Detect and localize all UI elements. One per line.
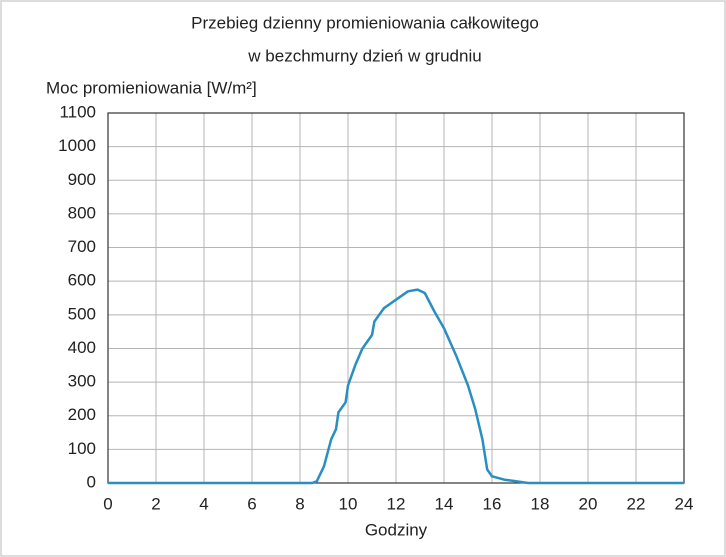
y-tick-label: 1000 [58,136,96,155]
plot-border [107,112,685,484]
x-tick-label: 10 [339,494,358,513]
line [108,288,684,485]
x-tick-label: 24 [675,494,694,513]
y-tick-label: 800 [68,203,96,222]
y-tick-label: 400 [68,338,96,357]
x-tick-label: 18 [531,494,550,513]
x-tick-label: 0 [103,494,112,513]
y-tick-label: 100 [68,439,96,458]
y-axis-label: Moc promieniowania [W/m²] [46,78,257,97]
x-tick-label: 4 [199,494,208,513]
y-tick-label: 0 [87,472,96,491]
chart-title: w bezchmurny dzień w grudniu [247,46,481,65]
y-tick-label: 300 [68,372,96,391]
x-tick-label: 22 [627,494,646,513]
chart-title: Przebieg dzienny promieniowania całkowit… [191,13,539,32]
y-tick-label: 1100 [59,102,96,121]
y-tick-label: 600 [68,271,96,290]
x-axis-label: Godziny [365,520,428,539]
y-tick-label: 500 [68,304,96,323]
x-tick-label: 12 [387,494,406,513]
y-tick-label: 700 [68,237,96,256]
y-tick-label: 900 [68,170,96,189]
y-tick-label: 200 [68,405,96,424]
x-tick-label: 8 [295,494,304,513]
x-tick-label: 2 [151,494,160,513]
x-tick-label: 14 [435,494,454,513]
x-tick-label: 16 [483,494,502,513]
x-tick-label: 20 [579,494,598,513]
x-tick-label: 6 [247,494,256,513]
